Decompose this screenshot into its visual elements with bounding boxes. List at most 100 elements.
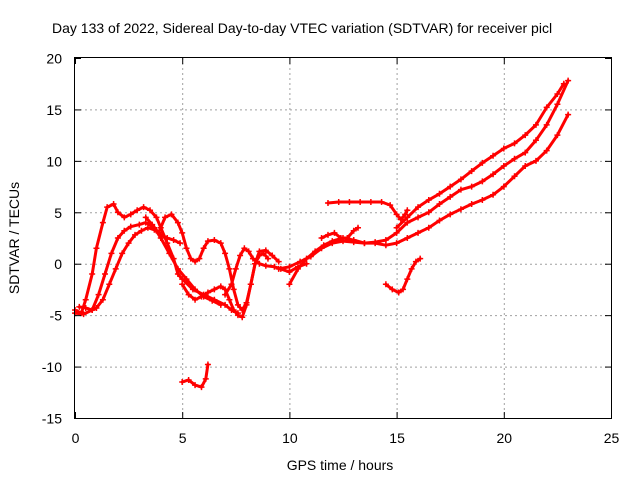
series-track-m (393, 80, 567, 231)
data-point (303, 260, 310, 267)
data-point (179, 229, 186, 236)
data-point (209, 297, 216, 304)
data-point (417, 255, 424, 262)
data-point (404, 219, 411, 226)
data-point (560, 80, 567, 87)
data-point (425, 209, 432, 216)
series-track-g (179, 361, 211, 391)
data-point (183, 245, 190, 252)
data-point (177, 240, 184, 247)
series-line (287, 79, 570, 286)
data-point (337, 235, 344, 241)
data-point (211, 237, 218, 244)
data-point (532, 121, 539, 128)
data-point (447, 193, 454, 200)
data-point (425, 196, 432, 203)
data-point (275, 258, 282, 265)
data-point (312, 248, 319, 255)
data-point (211, 286, 218, 293)
data-point (436, 190, 443, 197)
data-point (138, 227, 145, 234)
data-point (408, 265, 415, 272)
data-point (241, 245, 248, 252)
data-point (500, 183, 507, 190)
series-track-c (76, 224, 184, 313)
data-point (269, 252, 276, 259)
data-point (140, 204, 147, 211)
data-point (436, 217, 443, 224)
data-point (256, 260, 263, 267)
data-point (303, 255, 310, 262)
data-point (262, 247, 269, 254)
data-point (500, 145, 507, 152)
data-point (155, 229, 162, 236)
data-point (415, 204, 422, 211)
data-point (511, 173, 518, 180)
data-point (144, 224, 151, 231)
y-tick-label: 10 (46, 153, 62, 169)
data-point (468, 201, 475, 208)
data-point (245, 248, 252, 255)
data-point (543, 121, 550, 128)
data-point (402, 211, 409, 218)
data-point (132, 231, 139, 238)
y-tick-label: 15 (46, 102, 62, 118)
data-point (522, 149, 529, 156)
data-point (468, 168, 475, 175)
data-point (179, 379, 186, 385)
data-point (286, 281, 293, 288)
series-line (326, 200, 409, 221)
data-point (378, 199, 385, 205)
data-point (382, 242, 389, 249)
grid (75, 58, 611, 418)
data-point (357, 199, 364, 205)
data-point (479, 196, 486, 203)
x-tick-label: 25 (604, 430, 620, 446)
data-point (187, 255, 194, 262)
data-point (522, 163, 529, 169)
data-point (367, 199, 374, 205)
data-point (532, 157, 539, 164)
series-line (73, 202, 240, 315)
data-point (350, 237, 357, 244)
series-line (277, 113, 570, 271)
data-point (404, 207, 411, 214)
data-point (222, 250, 229, 257)
data-point (108, 250, 115, 257)
series-layer (72, 77, 572, 391)
data-point (168, 211, 175, 218)
data-point (389, 286, 396, 293)
data-point (102, 271, 109, 277)
data-point (170, 237, 177, 244)
y-tick-label: 20 (46, 51, 62, 67)
data-point (404, 276, 411, 283)
data-point (204, 289, 211, 296)
data-point (320, 242, 327, 249)
data-point (198, 384, 205, 391)
data-point (76, 303, 83, 310)
data-point (185, 376, 192, 383)
data-point (192, 296, 199, 303)
y-tick-label: -5 (50, 308, 63, 324)
x-axis-label: GPS time / hours (287, 457, 394, 473)
data-point (114, 209, 121, 216)
data-point (112, 265, 119, 272)
data-point (382, 237, 389, 244)
x-tick-label: 0 (72, 430, 80, 446)
data-point (89, 271, 96, 277)
data-point (166, 250, 173, 257)
data-point (457, 206, 464, 213)
data-point (415, 229, 422, 236)
data-point (479, 178, 486, 185)
plot-frame (74, 57, 612, 419)
data-point (500, 163, 507, 169)
data-point (95, 291, 102, 298)
data-point (275, 265, 282, 272)
data-point (395, 289, 402, 296)
y-axis-label: SDTVAR / TECUs (6, 182, 22, 294)
data-point (344, 235, 351, 241)
data-point (226, 296, 233, 303)
data-point (142, 214, 149, 221)
data-point (200, 245, 207, 252)
data-point (93, 304, 100, 311)
